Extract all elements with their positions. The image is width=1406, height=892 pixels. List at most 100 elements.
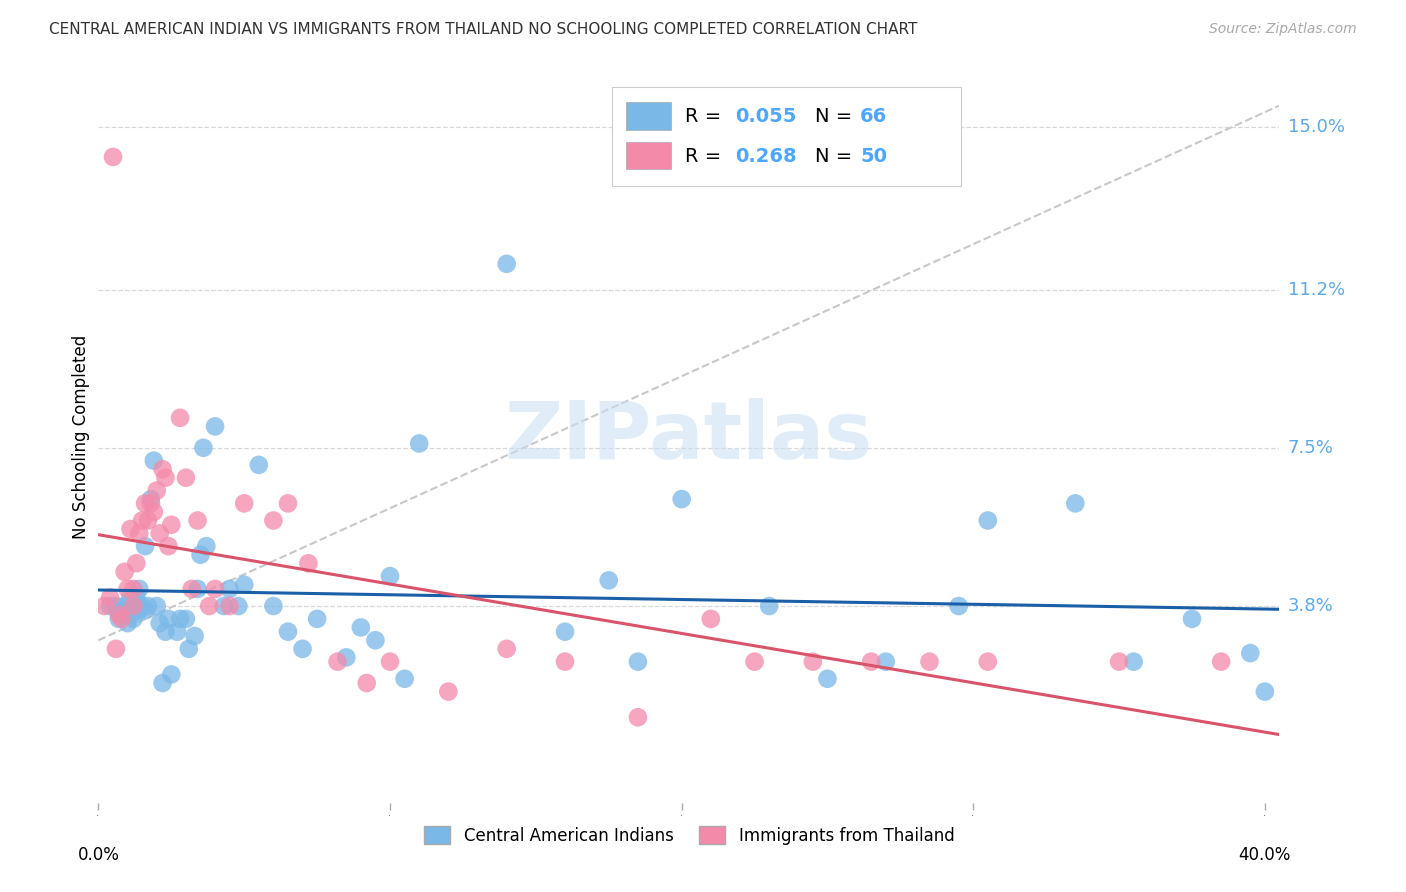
Point bbox=[149, 526, 172, 541]
Point bbox=[801, 655, 824, 669]
Point bbox=[356, 676, 378, 690]
FancyBboxPatch shape bbox=[612, 87, 960, 186]
Point bbox=[134, 496, 156, 510]
Point bbox=[155, 624, 177, 639]
Point bbox=[152, 462, 174, 476]
Point bbox=[122, 599, 145, 613]
Point bbox=[128, 582, 150, 596]
Point bbox=[495, 641, 517, 656]
Point bbox=[101, 150, 124, 164]
Point bbox=[277, 624, 299, 639]
Point bbox=[104, 599, 127, 613]
Point bbox=[860, 655, 883, 669]
Point bbox=[1181, 612, 1204, 626]
Point bbox=[142, 453, 165, 467]
Point bbox=[297, 556, 319, 570]
Text: 40.0%: 40.0% bbox=[1239, 846, 1291, 863]
Point bbox=[122, 599, 145, 613]
Point bbox=[1254, 684, 1277, 698]
Point bbox=[918, 655, 941, 669]
FancyBboxPatch shape bbox=[626, 142, 671, 169]
Point bbox=[233, 496, 256, 510]
Point bbox=[114, 565, 136, 579]
Point bbox=[190, 548, 212, 562]
Text: R =: R = bbox=[685, 107, 728, 126]
Point bbox=[117, 582, 139, 596]
Point bbox=[98, 591, 121, 605]
Text: 0.055: 0.055 bbox=[735, 107, 796, 126]
Text: R =: R = bbox=[685, 147, 728, 167]
Point bbox=[233, 577, 256, 591]
Point bbox=[122, 612, 145, 626]
FancyBboxPatch shape bbox=[626, 102, 671, 130]
Point bbox=[948, 599, 970, 613]
Point bbox=[977, 514, 1000, 528]
Point bbox=[122, 582, 145, 596]
Point bbox=[128, 526, 150, 541]
Point bbox=[193, 441, 215, 455]
Point bbox=[131, 599, 153, 613]
Point bbox=[1064, 496, 1087, 510]
Point bbox=[152, 676, 174, 690]
Point bbox=[98, 599, 121, 613]
Text: 0.268: 0.268 bbox=[735, 147, 797, 167]
Point bbox=[378, 569, 401, 583]
Point bbox=[218, 582, 240, 596]
Point bbox=[364, 633, 387, 648]
Point bbox=[155, 471, 177, 485]
Point bbox=[187, 514, 209, 528]
Point bbox=[93, 599, 115, 613]
Point bbox=[134, 539, 156, 553]
Point bbox=[157, 612, 180, 626]
Point bbox=[758, 599, 780, 613]
Point bbox=[335, 650, 357, 665]
Point bbox=[145, 483, 167, 498]
Point bbox=[183, 629, 205, 643]
Point bbox=[139, 492, 162, 507]
Point bbox=[744, 655, 766, 669]
Point bbox=[108, 612, 131, 626]
Text: 7.5%: 7.5% bbox=[1288, 439, 1334, 457]
Point bbox=[817, 672, 839, 686]
Point bbox=[131, 514, 153, 528]
Point bbox=[204, 582, 226, 596]
Legend: Central American Indians, Immigrants from Thailand: Central American Indians, Immigrants fro… bbox=[418, 820, 960, 852]
Point bbox=[117, 616, 139, 631]
Point bbox=[104, 641, 127, 656]
Point bbox=[437, 684, 460, 698]
Point bbox=[212, 599, 235, 613]
Point bbox=[108, 607, 131, 622]
Point bbox=[166, 624, 188, 639]
Point bbox=[218, 599, 240, 613]
Text: N =: N = bbox=[815, 147, 859, 167]
Text: Source: ZipAtlas.com: Source: ZipAtlas.com bbox=[1209, 22, 1357, 37]
Point bbox=[277, 496, 299, 510]
Point bbox=[125, 556, 148, 570]
Point bbox=[1239, 646, 1261, 660]
Point bbox=[247, 458, 270, 472]
Point bbox=[598, 574, 620, 588]
Point bbox=[169, 410, 191, 425]
Point bbox=[136, 599, 159, 613]
Point bbox=[554, 624, 576, 639]
Text: 15.0%: 15.0% bbox=[1288, 118, 1344, 136]
Point bbox=[204, 419, 226, 434]
Point bbox=[134, 603, 156, 617]
Point bbox=[198, 599, 221, 613]
Point bbox=[875, 655, 897, 669]
Point bbox=[1211, 655, 1233, 669]
Point bbox=[177, 641, 200, 656]
Text: 50: 50 bbox=[860, 147, 887, 167]
Text: 3.8%: 3.8% bbox=[1288, 597, 1333, 615]
Point bbox=[350, 620, 373, 634]
Point bbox=[169, 612, 191, 626]
Point bbox=[700, 612, 723, 626]
Point bbox=[195, 539, 218, 553]
Text: 0.0%: 0.0% bbox=[77, 846, 120, 863]
Point bbox=[114, 603, 136, 617]
Point bbox=[149, 616, 172, 631]
Point bbox=[1122, 655, 1144, 669]
Y-axis label: No Schooling Completed: No Schooling Completed bbox=[72, 335, 90, 539]
Point bbox=[326, 655, 349, 669]
Text: N =: N = bbox=[815, 107, 859, 126]
